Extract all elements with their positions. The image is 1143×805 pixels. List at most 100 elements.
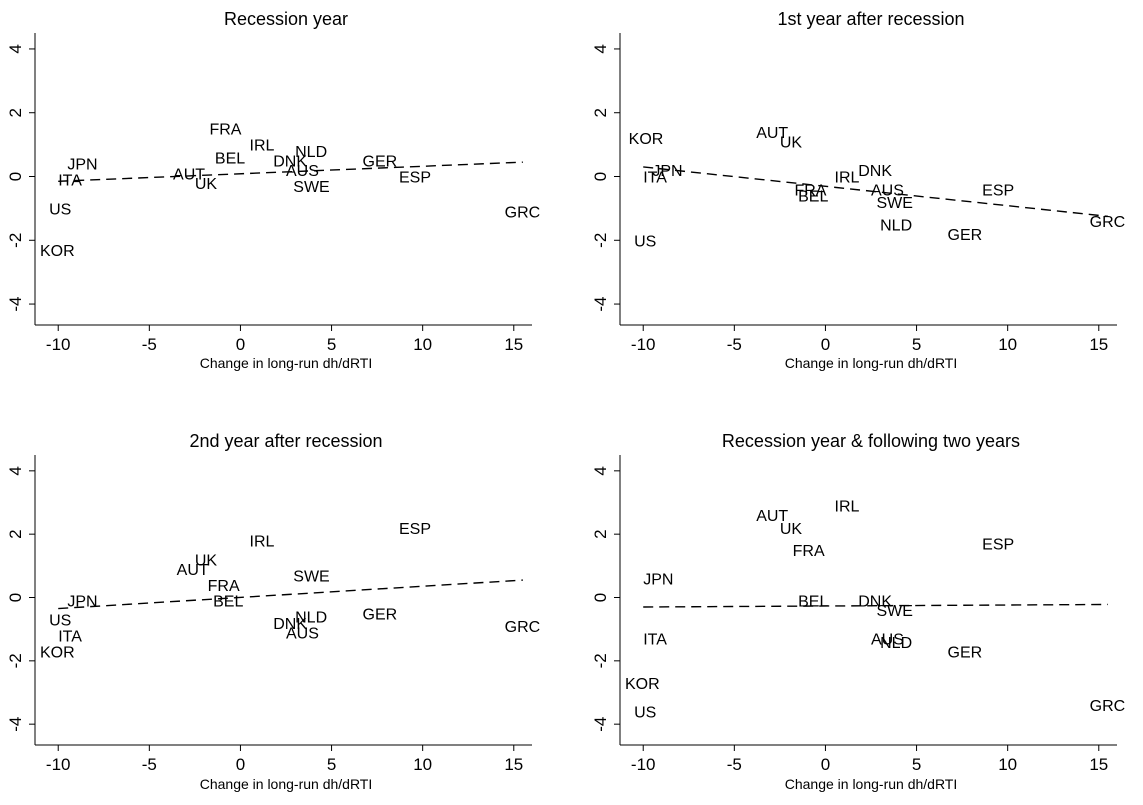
x-tick-label: -10	[631, 335, 656, 354]
point-label-swe: SWE	[876, 195, 912, 212]
point-label-swe: SWE	[293, 179, 329, 196]
x-tick-label: 5	[327, 335, 336, 354]
point-label-nld: NLD	[880, 217, 912, 234]
panel-title: Recession year	[224, 9, 348, 29]
panel-4: Recession year & following two years -10 -…	[591, 431, 1125, 792]
y-tick-label: 2	[6, 108, 25, 117]
y-tick-label: -2	[6, 653, 25, 668]
point-label-ita: ITA	[58, 629, 82, 646]
y-tick-label: -2	[591, 233, 610, 248]
point-label-grc: GRC	[505, 619, 541, 636]
x-axis-label: Change in long-run dh/dRTI	[785, 355, 958, 371]
x-tick-label: -5	[727, 335, 742, 354]
x-tick-label: 10	[998, 335, 1017, 354]
point-label-us: US	[634, 233, 656, 250]
point-label-dnk: DNK	[273, 616, 307, 633]
panel-1: Recession year -10 -5 0 5 10 15 -4 -2 0 2 4 Change i…	[6, 9, 540, 371]
point-label-aut: AUT	[756, 125, 788, 142]
point-label-fra: FRA	[794, 182, 826, 199]
y-tick-label: 4	[6, 44, 25, 53]
x-tick-label: -10	[631, 755, 656, 774]
x-tick-label: 0	[236, 335, 245, 354]
point-label-swe: SWE	[293, 568, 329, 585]
point-label-esp: ESP	[399, 170, 431, 187]
fit-line	[643, 166, 1108, 218]
point-label-us: US	[634, 705, 656, 722]
x-tick-label: 15	[1089, 755, 1108, 774]
panel-title: Recession year & following two years	[722, 431, 1020, 451]
point-label-jpn: JPN	[67, 594, 97, 611]
point-label-esp: ESP	[982, 537, 1014, 554]
y-tick-label: 0	[6, 593, 25, 602]
panel-3: 2nd year after recession -10 -5 0 5 10 15 -4 -2 0…	[6, 431, 540, 792]
x-axis-label: Change in long-run dh/dRTI	[785, 776, 958, 792]
y-tick-label: -4	[591, 296, 610, 311]
point-label-aut: AUT	[177, 562, 209, 579]
point-label-jpn: JPN	[643, 572, 673, 589]
point-label-ger: GER	[948, 644, 983, 661]
point-label-aut: AUT	[756, 508, 788, 525]
point-label-uk: UK	[195, 176, 218, 193]
point-label-aus: AUS	[286, 163, 319, 180]
fit-line	[643, 603, 1108, 608]
point-label-uk: UK	[195, 553, 218, 570]
y-tick-label: 4	[6, 466, 25, 475]
y-tick-label: 4	[591, 466, 610, 475]
point-label-esp: ESP	[982, 182, 1014, 199]
x-tick-label: 5	[912, 335, 921, 354]
point-label-ita: ITA	[643, 632, 667, 649]
y-tick-label: 0	[591, 172, 610, 181]
point-label-dnk: DNK	[273, 154, 307, 171]
panel-2: 1st year after recession -10 -5 0 5 10 15 -4 -2 0…	[591, 9, 1125, 371]
point-label-uk: UK	[780, 134, 803, 151]
point-label-jpn: JPN	[652, 163, 682, 180]
point-label-aus: AUS	[286, 625, 319, 642]
point-label-swe: SWE	[876, 603, 912, 620]
point-label-bel: BEL	[798, 189, 828, 206]
point-label-grc: GRC	[1090, 214, 1126, 231]
point-label-kor: KOR	[629, 131, 664, 148]
point-label-dnk: DNK	[858, 163, 892, 180]
point-label-nld: NLD	[295, 144, 327, 161]
point-label-us: US	[49, 201, 71, 218]
x-tick-label: 15	[504, 755, 523, 774]
y-tick-label: 2	[591, 108, 610, 117]
y-tick-label: -2	[6, 233, 25, 248]
point-label-aus: AUS	[871, 632, 904, 649]
point-label-dnk: DNK	[858, 594, 892, 611]
point-label-uk: UK	[780, 521, 803, 538]
x-tick-label: 0	[236, 755, 245, 774]
point-label-nld: NLD	[880, 635, 912, 652]
y-tick-label: -2	[591, 653, 610, 668]
point-label-fra: FRA	[208, 578, 240, 595]
point-label-nld: NLD	[295, 610, 327, 627]
point-label-ger: GER	[363, 606, 398, 623]
point-label-aus: AUS	[871, 182, 904, 199]
point-label-grc: GRC	[505, 205, 541, 222]
y-tick-label: 2	[6, 529, 25, 538]
point-label-esp: ESP	[399, 521, 431, 538]
point-label-irl: IRL	[835, 170, 860, 187]
panel-title: 1st year after recession	[777, 9, 964, 29]
x-axis-label: Change in long-run dh/dRTI	[200, 355, 373, 371]
fit-line	[58, 579, 523, 610]
point-label-bel: BEL	[215, 150, 245, 167]
x-tick-label: 15	[1089, 335, 1108, 354]
fit-line	[58, 161, 523, 182]
x-tick-label: 0	[821, 755, 830, 774]
y-tick-label: -4	[591, 717, 610, 732]
y-tick-label: -4	[6, 717, 25, 732]
x-tick-label: 10	[413, 335, 432, 354]
point-label-jpn: JPN	[67, 157, 97, 174]
point-label-irl: IRL	[250, 138, 275, 155]
x-tick-label: -5	[142, 755, 157, 774]
point-label-kor: KOR	[40, 644, 75, 661]
point-label-ita: ITA	[58, 173, 82, 190]
x-tick-label: 0	[821, 335, 830, 354]
x-tick-label: 10	[413, 755, 432, 774]
x-tick-label: 10	[998, 755, 1017, 774]
x-tick-label: -5	[142, 335, 157, 354]
y-tick-label: -4	[6, 296, 25, 311]
x-tick-label: -10	[46, 335, 71, 354]
